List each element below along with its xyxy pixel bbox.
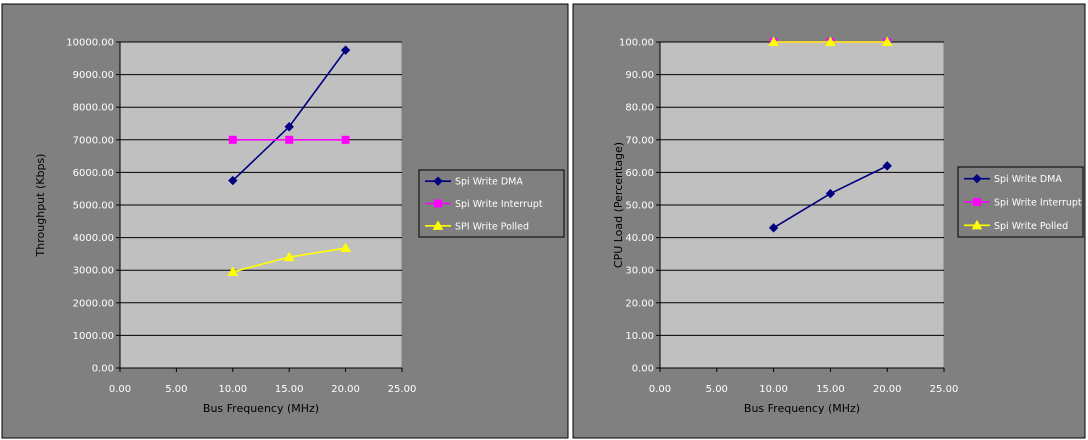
y-tick-label: 50.00: [625, 201, 654, 212]
y-tick-label: 2000.00: [73, 298, 114, 309]
x-tick-label: 15.00: [816, 384, 845, 395]
data-point: [882, 161, 892, 171]
series-1: [768, 161, 892, 233]
x-tick-label: 10.00: [218, 384, 247, 395]
y-tick-label: 10.00: [625, 331, 654, 342]
legend-label: Spi Write DMA: [994, 174, 1062, 185]
x-tick-label: 0.00: [109, 384, 131, 395]
y-tick-label: 7000.00: [73, 135, 114, 146]
y-axis-title: Throughput (Kbps): [34, 154, 47, 258]
y-tick-label: 6000.00: [73, 168, 114, 179]
x-tick-label: 20.00: [331, 384, 360, 395]
y-tick-label: 20.00: [625, 298, 654, 309]
y-tick-label: 90.00: [625, 70, 654, 81]
legend-label: SPI Write Polled: [455, 221, 529, 232]
x-tick-label: 0.00: [649, 384, 671, 395]
data-point: [283, 251, 295, 262]
y-tick-label: 60.00: [625, 168, 654, 179]
chart-2: 0.00 10.00 20.00 30.00 40.00 50.00 60.00 70.00 8…: [572, 3, 1086, 439]
legend-marker: [433, 176, 443, 186]
legend-marker: [973, 198, 981, 206]
data-point: [768, 223, 779, 233]
data-point: [285, 135, 294, 144]
data-point: [227, 266, 239, 276]
y-tick-label: 1000.00: [73, 331, 114, 342]
legend-marker: [432, 220, 444, 230]
y-tick-label: 80.00: [625, 103, 654, 114]
legend-label: Spi Write Interrupt: [455, 199, 543, 210]
y-tick-label: 30.00: [625, 266, 654, 277]
data-point: [228, 135, 237, 144]
y-tick-label: 0.00: [92, 364, 114, 375]
data-point: [768, 36, 779, 46]
y-tick-label: 4000.00: [73, 233, 114, 244]
x-tick-label: 25.00: [930, 384, 959, 395]
legend-marker: [971, 219, 983, 230]
legend-label: Spi Write Interrupt: [994, 198, 1082, 209]
x-tick-label: 25.00: [388, 384, 417, 395]
x-tick-label: 5.00: [165, 384, 187, 395]
series-3: [768, 36, 893, 46]
x-axis-title: Bus Frequency (MHz): [744, 402, 860, 415]
data-point: [881, 36, 893, 46]
y-tick-label: 100.00: [619, 38, 654, 49]
series-2: [228, 135, 350, 144]
x-tick-label: 5.00: [706, 384, 728, 395]
data-point: [341, 135, 350, 144]
data-point: [340, 45, 351, 55]
data-point: [284, 122, 294, 132]
series-1: [228, 45, 351, 186]
y-tick-label: 9000.00: [73, 70, 114, 81]
y-tick-label: 5000.00: [73, 201, 114, 212]
chart-1: 0.00 1000.00 2000.00 3000.00 4000.00 5000.00 6…: [1, 3, 569, 439]
x-tick-label: 20.00: [873, 384, 902, 395]
y-tick-label: 40.00: [625, 233, 654, 244]
legend-marker: [972, 173, 982, 184]
series-3: [227, 242, 351, 276]
y-tick-label: 3000.00: [73, 266, 114, 277]
y-tick-label: 70.00: [625, 135, 654, 146]
x-tick-label: 10.00: [759, 384, 788, 395]
y-tick-label: 0.00: [632, 364, 654, 375]
y-axis-title: CPU Load (Percentage): [612, 142, 625, 268]
legend-label: Spi Write Polled: [994, 221, 1068, 232]
data-point: [825, 188, 836, 199]
legend-marker: [434, 199, 442, 208]
legend-label: Spi Write DMA: [455, 177, 523, 188]
y-tick-label: 10000.00: [66, 38, 114, 49]
y-tick-label: 8000.00: [73, 103, 114, 114]
data-point: [228, 175, 238, 186]
x-tick-label: 15.00: [275, 384, 304, 395]
data-point: [340, 242, 351, 253]
x-axis-title: Bus Frequency (MHz): [203, 402, 319, 415]
data-point: [825, 36, 836, 46]
